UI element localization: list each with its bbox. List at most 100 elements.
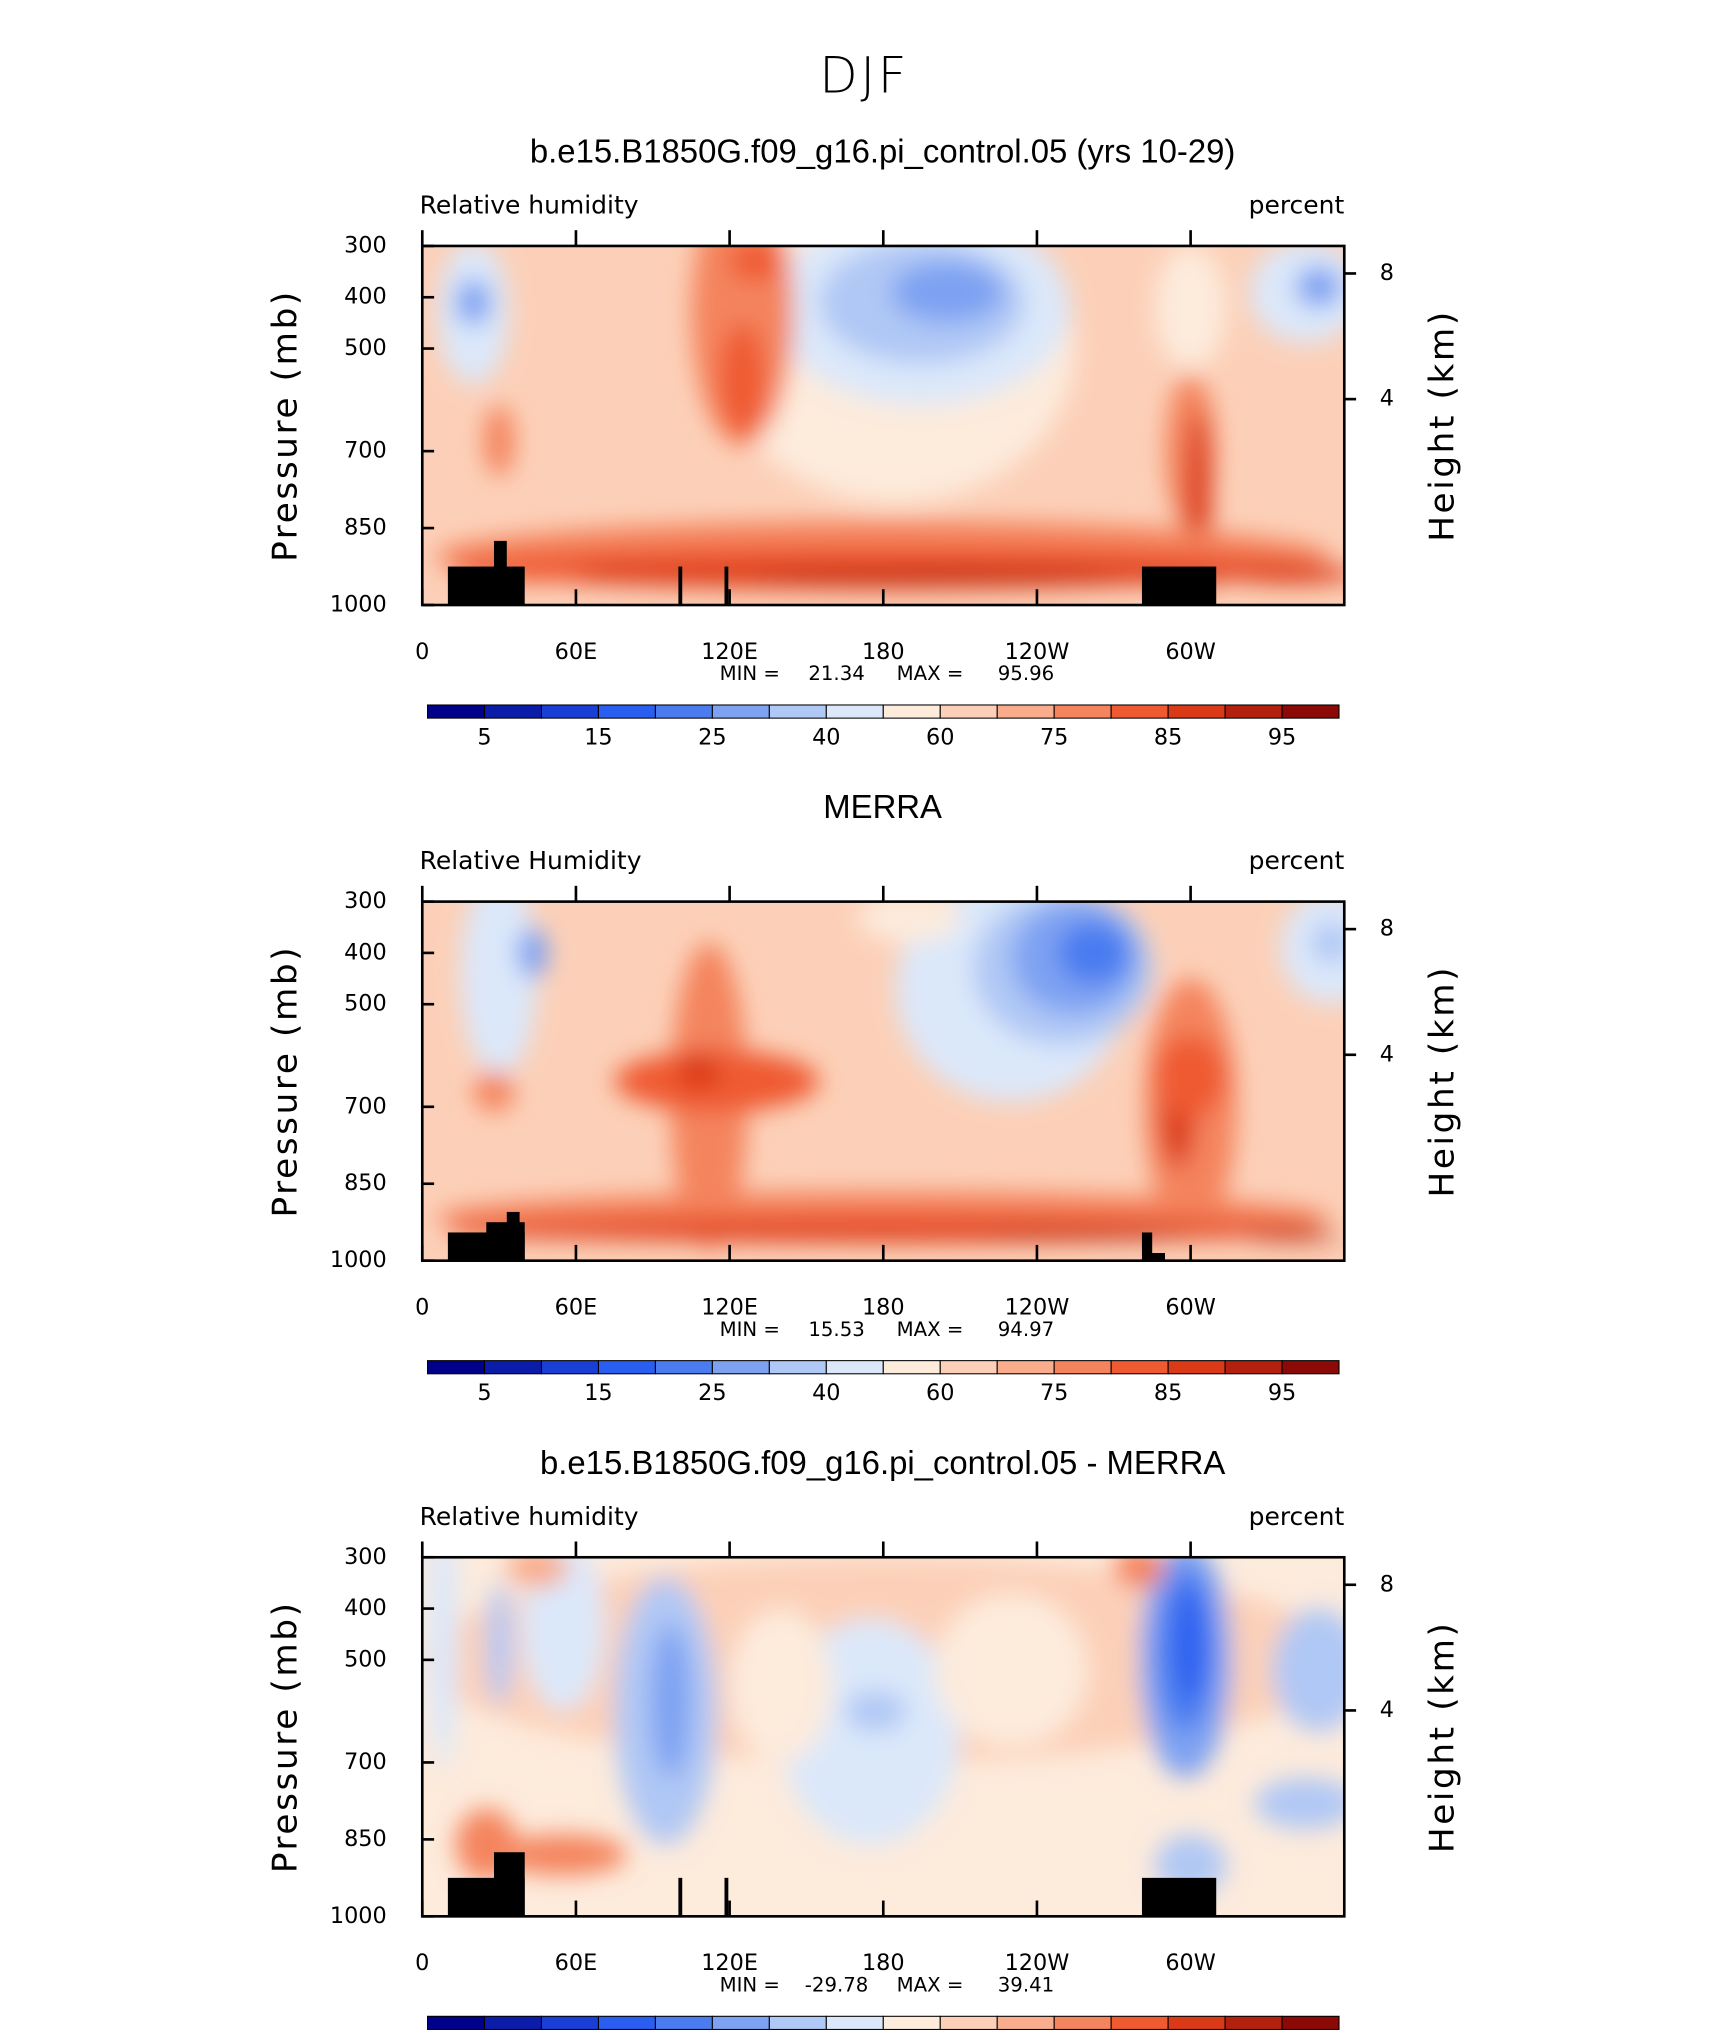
- x-tick-label: 0: [415, 1950, 429, 1976]
- colorbar-label: 0: [876, 2036, 890, 2038]
- x-tick-label: 180: [862, 639, 905, 665]
- field-region: [1310, 922, 1345, 964]
- colorbar-label: 40: [1211, 2036, 1239, 2038]
- field-region: [1154, 245, 1227, 370]
- field-region: [499, 1834, 628, 1876]
- colorbar-label: 15: [584, 724, 612, 750]
- field-blobs: [422, 1557, 1345, 1896]
- colorbar-box: [825, 1360, 884, 1375]
- y-tick-label: 1000: [330, 1247, 387, 1273]
- y2-axis-label: Height (km): [1423, 1621, 1463, 1854]
- colorbar-box: [996, 1360, 1055, 1375]
- field-region: [1295, 266, 1342, 308]
- colorbar-label: 75: [1040, 724, 1068, 750]
- colorbar-label: 30: [1154, 2036, 1182, 2038]
- min-label: MIN =: [720, 662, 780, 685]
- field-region: [1246, 1229, 1340, 1241]
- colorbar-label: 15: [1040, 2036, 1068, 2038]
- max-value: 39.41: [998, 1974, 1054, 1997]
- panel-title: b.e15.B1850G.f09_g16.pi_control.05 (yrs …: [530, 133, 1235, 170]
- colorbar-box: [1281, 2015, 1340, 2030]
- y-tick-label: 850: [344, 1170, 387, 1196]
- colorbar-label: 5: [477, 724, 491, 750]
- field-region: [522, 1557, 605, 1712]
- y2-tick-label: 4: [1380, 1041, 1394, 1067]
- contour-field: [422, 1557, 1345, 1917]
- x-tick-label: 60E: [555, 1295, 598, 1321]
- x-tick-label: 120E: [701, 639, 758, 665]
- colorbar-label: 95: [1268, 724, 1296, 750]
- y-tick-label: 400: [344, 1595, 387, 1621]
- colorbar-box: [654, 704, 713, 719]
- y-tick-label: 400: [344, 939, 387, 965]
- left-label: Relative humidity: [420, 190, 639, 219]
- max-value: 94.97: [998, 1318, 1054, 1341]
- right-label: percent: [1249, 1502, 1345, 1531]
- y-tick-label: 300: [344, 1544, 387, 1570]
- colorbar-label: -20: [637, 2036, 674, 2038]
- field-region: [455, 279, 492, 326]
- colorbar-box: [427, 704, 486, 719]
- max-value: 95.96: [998, 662, 1054, 685]
- y-tick-label: 500: [344, 335, 387, 361]
- colorbar-box: [1110, 704, 1169, 719]
- colorbar-label: 5: [933, 2036, 947, 2038]
- y2-tick-label: 4: [1380, 1697, 1394, 1723]
- field-region: [1057, 922, 1130, 984]
- y-tick-label: 1000: [330, 592, 387, 618]
- field-region: [729, 245, 781, 282]
- y-tick-label: 850: [344, 515, 387, 541]
- topography: [724, 566, 729, 606]
- colorbar-box: [1224, 1360, 1283, 1375]
- field-region: [844, 1690, 907, 1732]
- colorbar-box: [483, 1360, 543, 1375]
- colorbar-box: [654, 2015, 713, 2030]
- x-tick-label: 60E: [555, 639, 598, 665]
- x-tick-label: 0: [415, 1295, 429, 1321]
- field-region: [1229, 565, 1345, 584]
- colorbar-box: [1167, 2015, 1226, 2030]
- max-label: MAX =: [897, 662, 964, 685]
- colorbar-box: [825, 704, 884, 719]
- contour-field: [422, 245, 1345, 606]
- y2-tick-label: 8: [1380, 916, 1394, 942]
- colorbar-box: [711, 1360, 770, 1375]
- field-region: [1113, 1557, 1165, 1589]
- topography: [493, 1852, 525, 1917]
- colorbar-label: 5: [477, 1380, 491, 1406]
- panel-title: b.e15.B1850G.f09_g16.pi_control.05 - MER…: [540, 1444, 1225, 1481]
- colorbar-box: [540, 1360, 599, 1375]
- field-region: [934, 1593, 1089, 1748]
- field-region: [1154, 1034, 1227, 1118]
- max-label: MAX =: [897, 1974, 964, 1997]
- x-tick-label: 60W: [1165, 639, 1216, 665]
- colorbar-label: 25: [698, 724, 726, 750]
- colorbar-box: [825, 2015, 884, 2030]
- colorbar-box: [483, 2015, 543, 2030]
- contour-field: [422, 901, 1345, 1261]
- y-tick-label: 400: [344, 284, 387, 310]
- colorbar-box: [597, 2015, 656, 2030]
- y-axis-label: Pressure (mb): [265, 289, 305, 562]
- field-region: [755, 571, 1114, 582]
- colorbar-label: 15: [584, 1380, 612, 1406]
- colorbar-box: [939, 2015, 998, 2030]
- colorbar-label: 75: [1040, 1380, 1068, 1406]
- y-tick-label: 1000: [330, 1903, 387, 1929]
- colorbar-label: 60: [926, 1380, 954, 1406]
- colorbar-box: [768, 1360, 827, 1375]
- min-value: 15.53: [808, 1318, 864, 1341]
- colorbar-box: [711, 2015, 770, 2030]
- min-value: 21.34: [808, 662, 864, 685]
- x-tick-label: 120W: [1005, 1950, 1070, 1976]
- colorbar-box: [1281, 1360, 1340, 1375]
- field-region: [650, 1623, 692, 1778]
- topography: [1141, 566, 1217, 606]
- y-tick-label: 500: [344, 1646, 387, 1672]
- colorbar-box: [1224, 704, 1283, 719]
- field-region: [1175, 1588, 1206, 1701]
- colorbar-box: [996, 2015, 1055, 2030]
- x-tick-label: 0: [415, 639, 429, 665]
